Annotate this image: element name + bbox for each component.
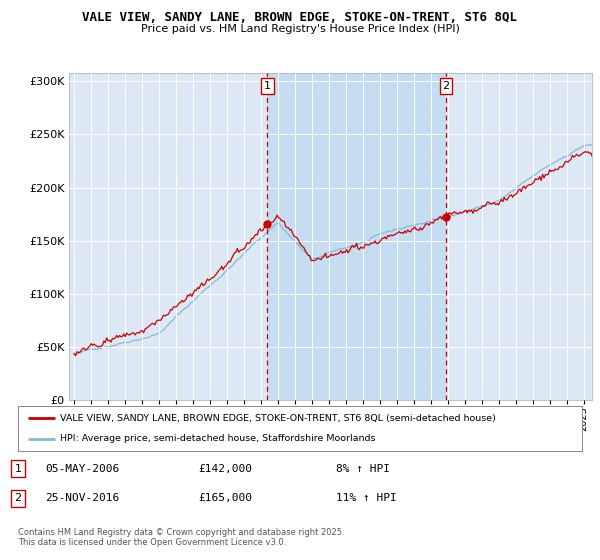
Text: 1: 1 [264,81,271,91]
Text: VALE VIEW, SANDY LANE, BROWN EDGE, STOKE-ON-TRENT, ST6 8QL: VALE VIEW, SANDY LANE, BROWN EDGE, STOKE… [83,11,517,24]
Text: 2: 2 [14,493,22,503]
Text: 11% ↑ HPI: 11% ↑ HPI [336,493,397,503]
Text: VALE VIEW, SANDY LANE, BROWN EDGE, STOKE-ON-TRENT, ST6 8QL (semi-detached house): VALE VIEW, SANDY LANE, BROWN EDGE, STOKE… [60,414,496,423]
Text: 1: 1 [14,464,22,474]
Text: Price paid vs. HM Land Registry's House Price Index (HPI): Price paid vs. HM Land Registry's House … [140,24,460,34]
Text: 2: 2 [443,81,449,91]
Text: 05-MAY-2006: 05-MAY-2006 [45,464,119,474]
Text: 25-NOV-2016: 25-NOV-2016 [45,493,119,503]
Text: HPI: Average price, semi-detached house, Staffordshire Moorlands: HPI: Average price, semi-detached house,… [60,434,376,443]
Text: Contains HM Land Registry data © Crown copyright and database right 2025.
This d: Contains HM Land Registry data © Crown c… [18,528,344,547]
Bar [267,73,446,400]
Text: £142,000: £142,000 [198,464,252,474]
Text: £165,000: £165,000 [198,493,252,503]
Text: 8% ↑ HPI: 8% ↑ HPI [336,464,390,474]
